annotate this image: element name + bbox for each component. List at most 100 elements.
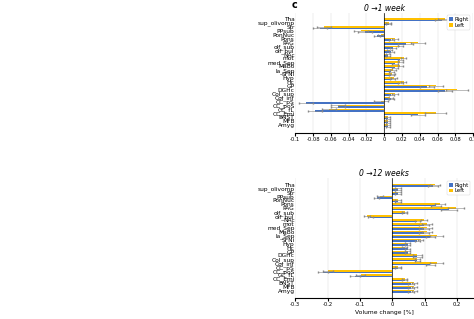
Bar <box>392 227 427 228</box>
Bar <box>384 120 388 122</box>
Bar <box>392 291 411 293</box>
Bar <box>392 255 418 256</box>
Bar <box>384 67 395 68</box>
Bar <box>384 57 404 59</box>
Bar <box>338 106 384 108</box>
Bar <box>392 201 398 203</box>
Bar <box>384 118 388 119</box>
Bar <box>384 55 388 56</box>
Bar <box>328 270 392 272</box>
Bar <box>355 276 392 277</box>
X-axis label: Volume change [%]: Volume change [%] <box>355 310 414 315</box>
Bar <box>392 252 408 254</box>
Bar <box>384 75 392 76</box>
Bar <box>384 71 392 72</box>
Bar <box>392 262 437 264</box>
Bar <box>392 279 404 281</box>
Bar <box>361 274 392 276</box>
Bar <box>384 22 389 24</box>
Bar <box>367 215 392 217</box>
Bar <box>392 209 449 210</box>
Bar <box>329 108 384 110</box>
Bar <box>384 59 400 61</box>
Bar <box>384 24 389 25</box>
Bar <box>392 290 414 291</box>
Bar <box>384 94 392 96</box>
Bar <box>384 43 405 45</box>
Bar <box>323 272 392 273</box>
Title: 0 →12 weeks: 0 →12 weeks <box>359 169 409 178</box>
Bar <box>392 287 411 289</box>
Title: 0 →1 week: 0 →1 week <box>364 4 405 13</box>
Bar <box>384 62 400 63</box>
Bar <box>384 50 390 51</box>
Bar <box>384 73 392 75</box>
Bar <box>384 77 394 78</box>
Bar <box>392 223 427 225</box>
Bar <box>384 85 436 86</box>
Bar <box>384 93 395 94</box>
Bar <box>392 235 437 236</box>
Bar <box>392 221 418 222</box>
Bar <box>392 189 398 191</box>
Bar <box>384 65 400 67</box>
Bar <box>392 248 408 249</box>
Bar <box>384 47 393 49</box>
Bar <box>392 268 398 269</box>
Bar <box>392 284 411 285</box>
Bar <box>392 286 414 287</box>
Bar <box>392 185 433 187</box>
Bar <box>384 113 436 114</box>
Bar <box>384 51 392 53</box>
Bar <box>392 244 408 246</box>
Bar <box>384 38 395 39</box>
Bar <box>384 86 427 88</box>
Bar <box>380 196 392 197</box>
Bar <box>384 78 392 80</box>
Bar <box>392 205 436 206</box>
Bar <box>392 258 418 260</box>
Bar <box>381 34 384 35</box>
Bar <box>392 207 456 209</box>
Bar <box>338 105 384 106</box>
Bar <box>392 236 430 238</box>
Bar <box>392 233 424 234</box>
Bar <box>392 188 398 189</box>
Bar <box>392 266 398 268</box>
Bar <box>384 98 392 100</box>
Bar <box>361 30 384 32</box>
Legend: Right, Left: Right, Left <box>447 181 470 195</box>
Bar <box>384 63 395 64</box>
Bar <box>384 20 442 21</box>
Bar <box>392 231 427 233</box>
Bar <box>392 192 398 193</box>
Bar <box>384 81 404 83</box>
Bar <box>392 228 424 230</box>
Bar <box>384 114 418 115</box>
Bar <box>384 39 392 41</box>
Bar <box>370 217 392 218</box>
Bar <box>384 126 388 127</box>
Bar <box>392 199 398 201</box>
Bar <box>384 54 388 55</box>
Bar <box>392 204 440 205</box>
Bar <box>384 69 393 71</box>
Bar <box>392 211 404 213</box>
Bar <box>377 197 392 198</box>
Bar <box>392 213 404 214</box>
Bar <box>392 240 418 242</box>
Bar <box>384 18 445 20</box>
Bar <box>392 282 414 284</box>
Bar <box>392 184 435 185</box>
Bar <box>377 35 384 37</box>
Bar <box>381 101 384 102</box>
Bar <box>392 193 398 195</box>
Bar <box>384 124 388 126</box>
Bar <box>384 42 418 43</box>
Bar <box>392 250 408 252</box>
Bar <box>365 32 384 33</box>
Bar <box>392 225 424 226</box>
Bar <box>392 219 424 221</box>
Bar <box>392 260 418 261</box>
Bar <box>392 243 408 244</box>
